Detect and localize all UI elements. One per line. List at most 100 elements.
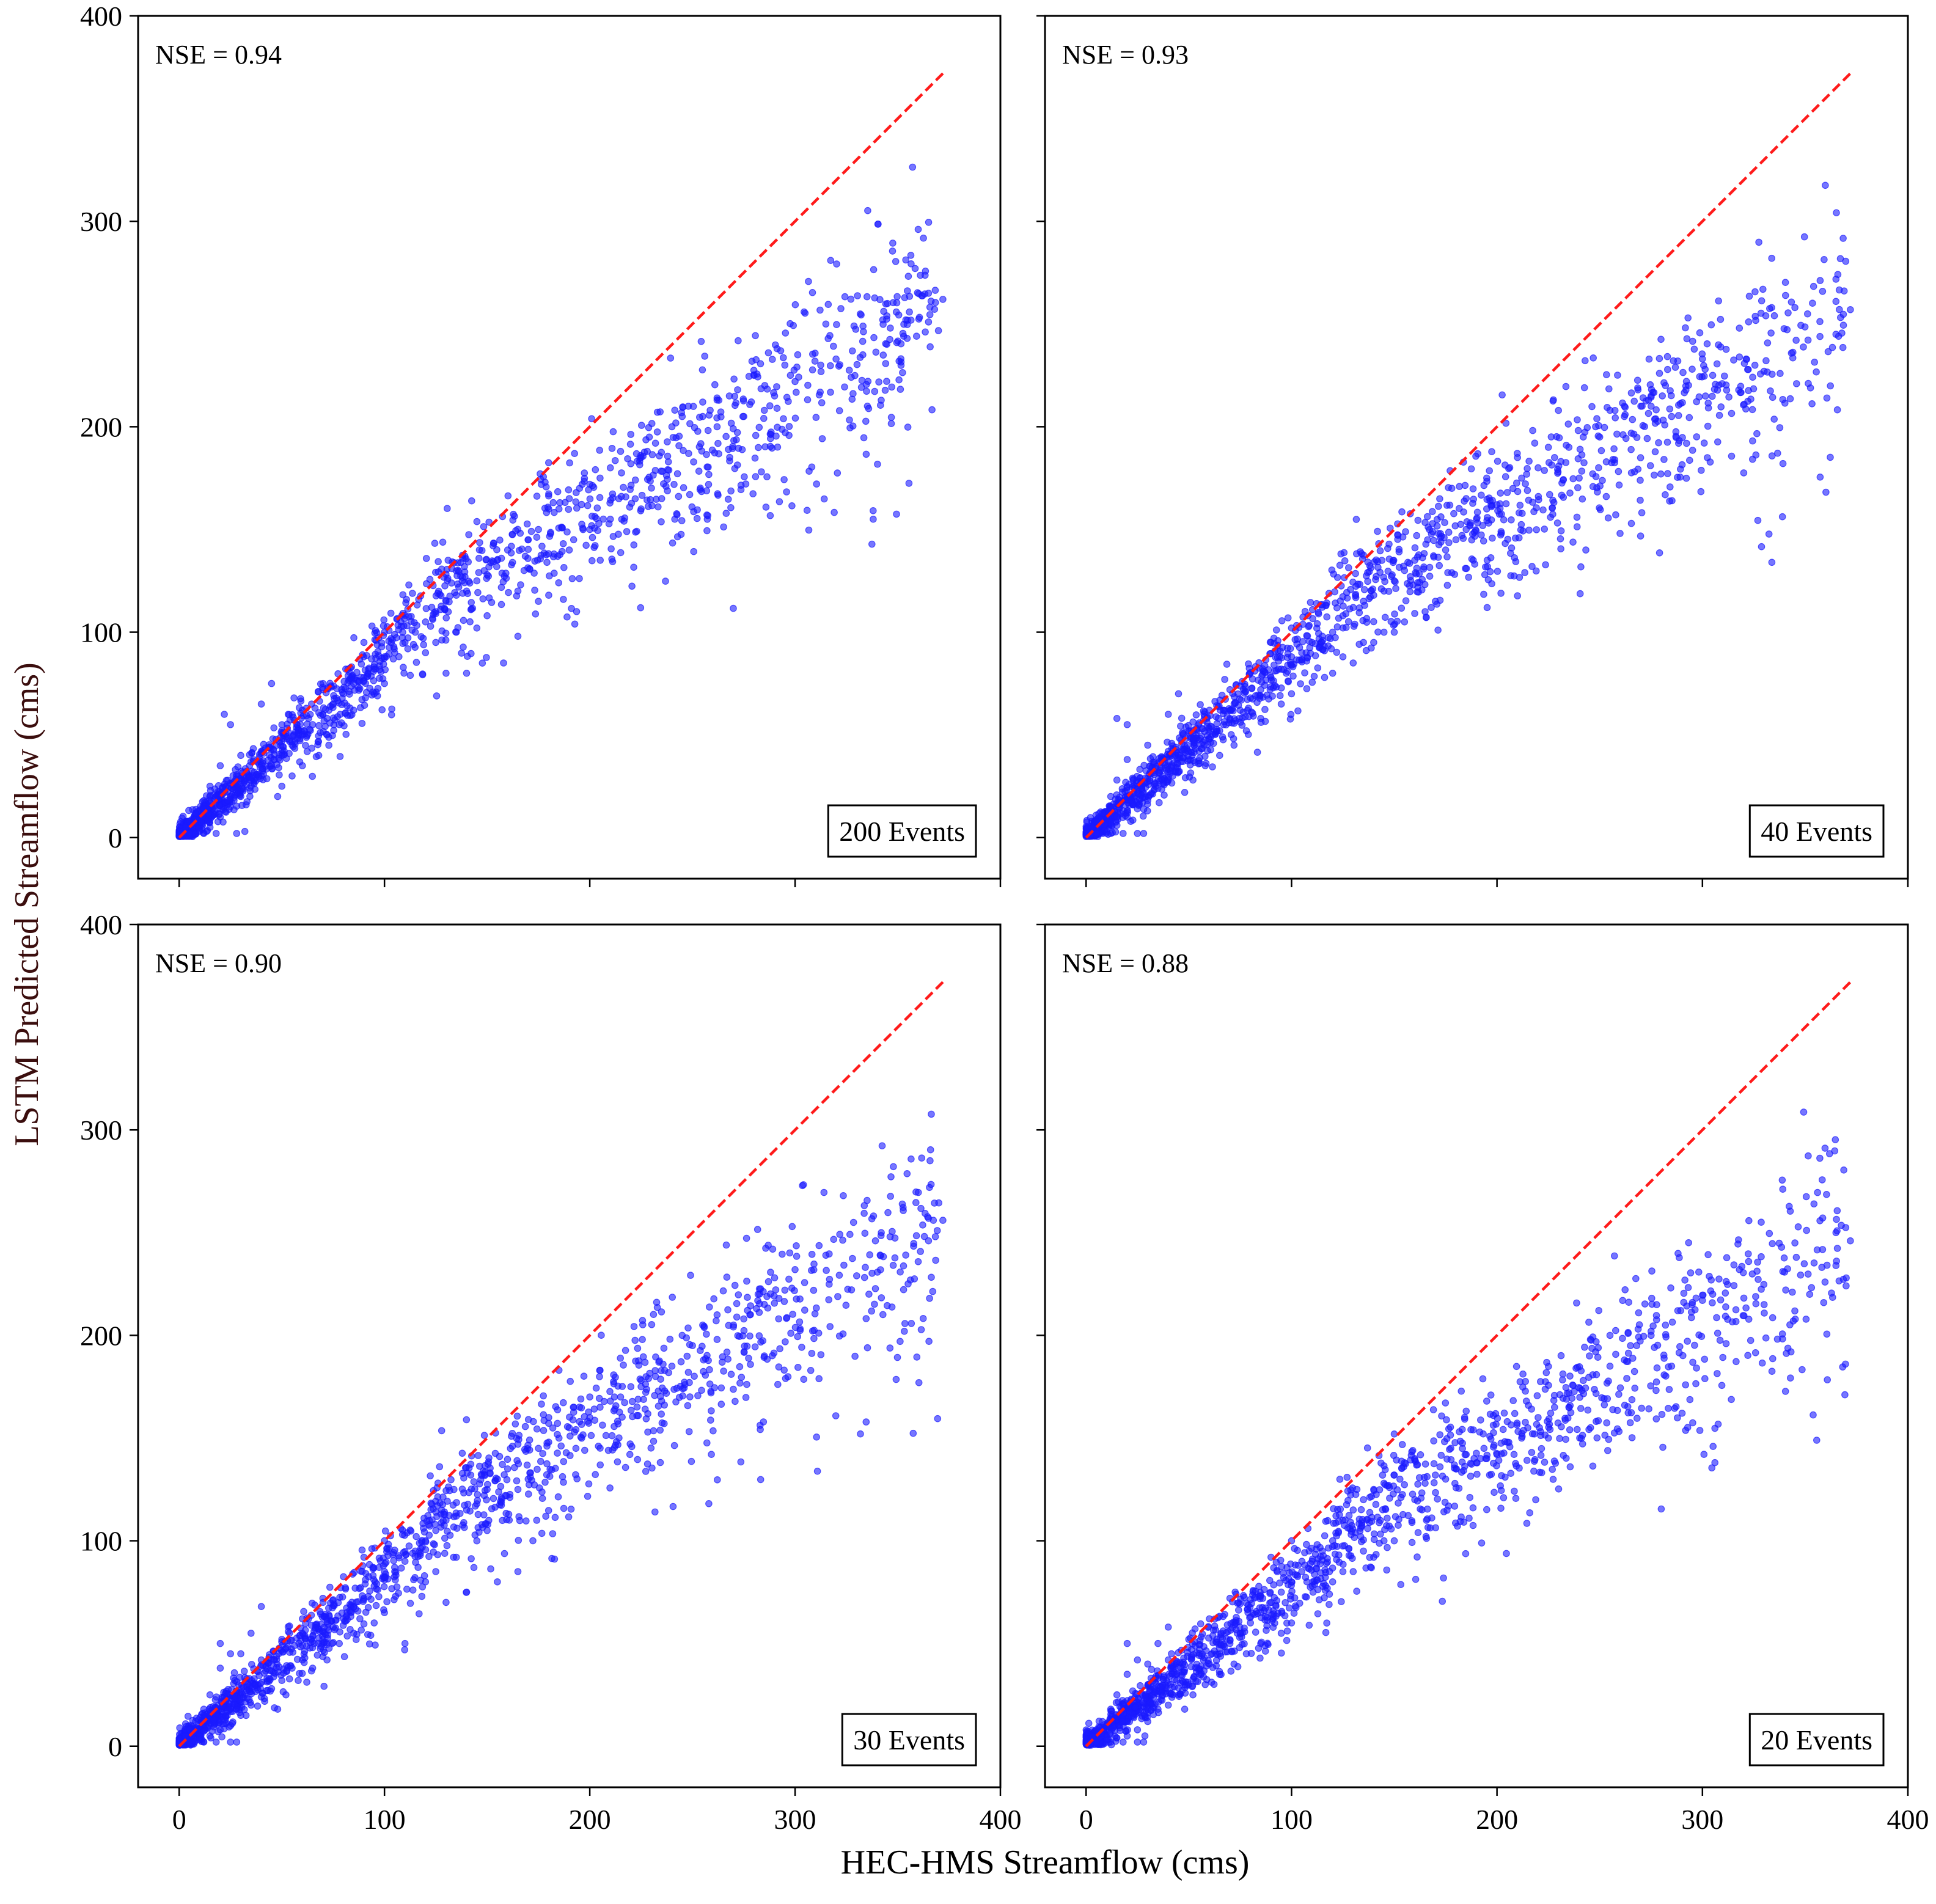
data-point <box>345 690 353 698</box>
data-point <box>1601 423 1608 431</box>
data-point <box>887 1173 895 1181</box>
data-point <box>903 1170 911 1177</box>
data-point <box>706 1366 713 1374</box>
data-point <box>783 1314 791 1322</box>
data-point <box>713 1311 721 1319</box>
data-point <box>697 484 704 492</box>
data-point <box>1652 406 1660 414</box>
data-point <box>925 318 933 326</box>
data-point <box>1451 571 1459 578</box>
data-point <box>1134 790 1142 797</box>
data-point <box>686 1393 694 1401</box>
data-point <box>830 1236 837 1243</box>
data-point <box>1698 466 1705 474</box>
data-point <box>350 1630 358 1637</box>
data-point <box>1134 805 1142 813</box>
data-point <box>715 450 722 458</box>
data-point <box>505 588 512 596</box>
data-point <box>600 515 607 523</box>
data-point <box>508 558 516 566</box>
data-point <box>1128 797 1135 804</box>
data-point <box>853 1272 860 1280</box>
data-point <box>775 1363 783 1371</box>
data-point <box>1319 632 1326 640</box>
data-point <box>826 1280 833 1288</box>
data-point <box>826 1323 834 1330</box>
data-point <box>933 1227 941 1234</box>
data-point <box>651 1372 659 1380</box>
data-point <box>752 431 760 439</box>
data-point <box>826 332 834 339</box>
data-point <box>1406 560 1414 567</box>
data-point <box>740 1315 747 1323</box>
data-point <box>791 301 799 309</box>
data-point <box>441 1550 449 1557</box>
data-point <box>1751 312 1759 320</box>
data-point <box>1407 577 1415 584</box>
data-point <box>1788 298 1795 306</box>
data-point <box>533 533 541 541</box>
data-point <box>1494 458 1502 465</box>
data-point <box>1422 540 1429 548</box>
data-point <box>449 1501 457 1509</box>
data-point <box>1758 543 1766 551</box>
data-point <box>1327 635 1334 642</box>
data-point <box>1664 470 1671 477</box>
data-point <box>705 471 713 478</box>
data-point <box>402 1551 409 1559</box>
data-point <box>507 1444 515 1452</box>
data-point <box>443 565 451 573</box>
data-point <box>606 464 614 472</box>
data-point <box>463 1588 471 1596</box>
data-point <box>372 1602 380 1609</box>
data-point <box>1443 553 1451 561</box>
data-point <box>912 1232 920 1240</box>
data-point <box>816 388 824 396</box>
data-point <box>551 1514 559 1521</box>
data-point <box>608 1432 616 1440</box>
data-point <box>409 590 416 597</box>
data-point <box>256 764 264 771</box>
data-point <box>1745 365 1752 373</box>
data-point <box>870 515 877 523</box>
data-point <box>827 362 834 370</box>
data-point <box>796 1318 804 1326</box>
data-point <box>639 1321 647 1328</box>
data-point <box>247 782 255 790</box>
data-point <box>391 1547 398 1554</box>
data-point <box>1779 460 1787 467</box>
data-point <box>751 454 759 462</box>
data-point <box>567 1506 575 1513</box>
data-point <box>714 1476 721 1484</box>
data-point <box>1143 807 1151 815</box>
data-point <box>1257 715 1264 722</box>
data-point <box>1524 486 1531 494</box>
data-point <box>1637 532 1645 540</box>
data-point <box>499 1460 506 1468</box>
data-point <box>1681 1276 1689 1284</box>
data-point <box>441 1534 449 1542</box>
data-point <box>606 1397 614 1405</box>
data-point <box>443 1542 451 1550</box>
data-point <box>404 645 412 653</box>
data-point <box>509 516 516 524</box>
data-point <box>312 1624 320 1631</box>
data-point <box>859 337 867 345</box>
data-point <box>1648 402 1655 410</box>
data-point <box>543 551 550 558</box>
data-point <box>395 1554 403 1562</box>
data-point <box>405 613 413 620</box>
data-point <box>1434 530 1442 537</box>
data-point <box>914 225 922 233</box>
data-point <box>665 466 673 474</box>
data-point <box>1557 535 1564 543</box>
data-point <box>531 587 538 594</box>
data-point <box>734 1332 742 1339</box>
data-point <box>864 378 872 385</box>
data-point <box>1099 809 1106 817</box>
data-point <box>563 528 571 536</box>
data-point <box>452 1512 460 1520</box>
data-point <box>862 450 870 458</box>
data-point <box>554 1493 562 1501</box>
